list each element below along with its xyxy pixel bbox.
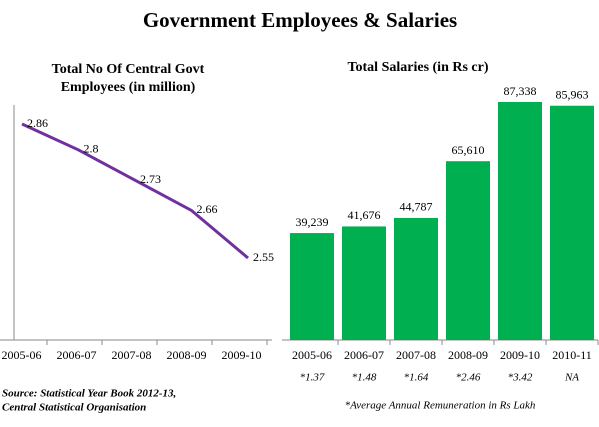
- data-label: 2.66: [197, 202, 218, 216]
- source: Central Statistical Organisation: [2, 402, 146, 414]
- data-label: 87,338: [504, 84, 537, 98]
- annotation: *1.37: [300, 372, 325, 384]
- page-title: Government Employees & Salaries: [143, 8, 457, 32]
- x-tick-label: 2008-09: [167, 348, 207, 362]
- bar: [446, 161, 490, 340]
- data-label: 39,239: [296, 215, 329, 229]
- bar: [394, 217, 438, 340]
- data-label: 2.73: [140, 172, 161, 186]
- chart-title: Total No Of Central Govt: [52, 62, 205, 77]
- data-label: 41,676: [348, 208, 381, 222]
- x-tick-label: 2009-10: [500, 348, 540, 362]
- data-line: [21, 122, 249, 260]
- bar: [498, 102, 542, 340]
- annotation: *1.64: [404, 372, 429, 384]
- x-tick-label: 2008-09: [448, 348, 488, 362]
- bar: [342, 226, 386, 340]
- data-label: 2.86: [27, 116, 48, 130]
- x-tick-label: 2005-06: [2, 348, 42, 362]
- x-tick-label: 2007-08: [112, 348, 152, 362]
- x-tick-label: 2010-11: [552, 348, 592, 362]
- chart-title: Employees (in million): [61, 80, 196, 95]
- x-tick-label: 2005-06: [292, 348, 332, 362]
- footnote: *Average Annual Remuneration in Rs Lakh: [345, 400, 536, 412]
- bar: [550, 105, 594, 340]
- source: Source: Statistical Year Book 2012-13,: [2, 388, 176, 400]
- data-label: 65,610: [452, 143, 485, 157]
- annotation: *3.42: [508, 372, 533, 384]
- chart-title: Total Salaries (in Rs cr): [347, 60, 488, 75]
- bar: [290, 233, 334, 340]
- annotation: NA: [564, 372, 579, 384]
- x-tick-label: 2007-08: [396, 348, 436, 362]
- x-tick-label: 2009-10: [222, 348, 262, 362]
- data-label: 85,963: [556, 87, 589, 101]
- annotation: *1.48: [352, 372, 377, 384]
- x-tick-label: 2006-07: [344, 348, 384, 362]
- data-label: 2.8: [84, 142, 99, 156]
- data-label: 44,787: [400, 200, 433, 214]
- data-label: 2.55: [253, 250, 274, 264]
- x-tick-label: 2006-07: [57, 348, 97, 362]
- annotation: *2.46: [456, 372, 481, 384]
